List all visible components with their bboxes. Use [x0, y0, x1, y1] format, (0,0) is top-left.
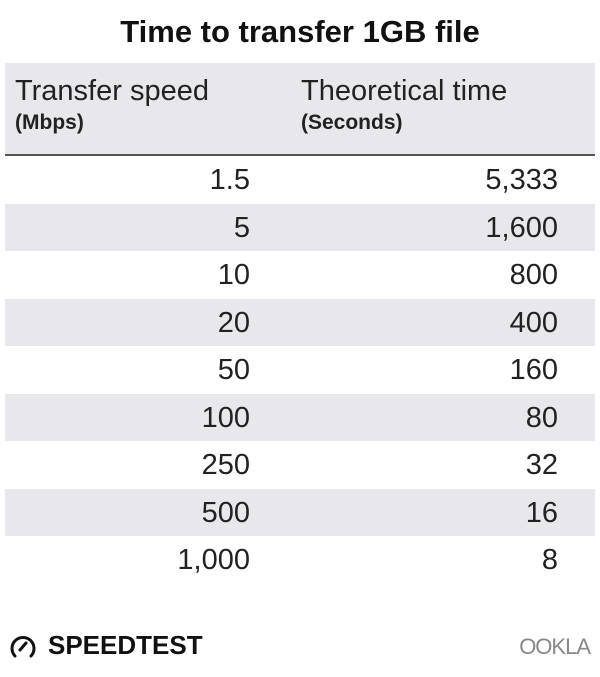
time-cell: 800: [509, 259, 558, 291]
column-header-time: Theoretical time (Seconds): [301, 75, 507, 137]
speedtest-wordmark: SPEEDTEST: [48, 630, 203, 660]
speed-cell: 500: [201, 496, 250, 529]
speed-cell: 250: [201, 449, 250, 481]
table-row: 5 1,600: [5, 203, 595, 251]
speed-cell: 1,000: [177, 544, 250, 576]
header-unit: (Mbps): [15, 111, 84, 134]
column-header-speed: Transfer speed (Mbps): [15, 75, 209, 137]
table-header: Transfer speed (Mbps) Theoretical time (…: [5, 63, 595, 156]
time-cell: 5,333: [485, 164, 558, 196]
table-row: 20 400: [5, 298, 595, 346]
gauge-icon: [10, 635, 36, 657]
time-cell: 16: [525, 496, 558, 529]
speed-cell: 1.5: [209, 164, 250, 196]
speed-cell: 50: [217, 354, 250, 386]
header-label: Transfer speed: [15, 75, 209, 107]
chart-title: Time to transfer 1GB file: [120, 14, 480, 49]
ookla-logo: OOKLA: [519, 634, 591, 659]
speedtest-logo: SPEEDTEST: [8, 630, 203, 661]
table-row: 50 160: [5, 346, 595, 394]
speed-cell: 20: [217, 306, 250, 339]
time-cell: 160: [509, 354, 558, 386]
table-row: 100 80: [5, 393, 595, 441]
time-cell: 8: [541, 544, 558, 576]
table-body: 1.5 5,333 5 1,600 10 800 20 400 50 160 100 80 250 32 5…: [5, 156, 595, 584]
time-cell: 1,600: [485, 211, 558, 244]
table-row: 10 800: [5, 251, 595, 299]
table-row: 250 32: [5, 441, 595, 489]
header-label: Theoretical time: [301, 75, 508, 107]
table-row: 1.5 5,333: [5, 156, 595, 204]
table-row: 500 16: [5, 488, 595, 536]
time-cell: 80: [525, 401, 558, 434]
time-cell: 32: [525, 449, 558, 481]
speed-cell: 10: [217, 259, 250, 291]
speed-cell: 5: [233, 211, 250, 244]
time-cell: 400: [509, 306, 558, 339]
data-table: Transfer speed (Mbps) Theoretical time (…: [5, 63, 595, 584]
table-row: 1,000 8: [5, 536, 595, 584]
speed-cell: 100: [201, 401, 250, 434]
header-unit: (Seconds): [301, 111, 403, 134]
